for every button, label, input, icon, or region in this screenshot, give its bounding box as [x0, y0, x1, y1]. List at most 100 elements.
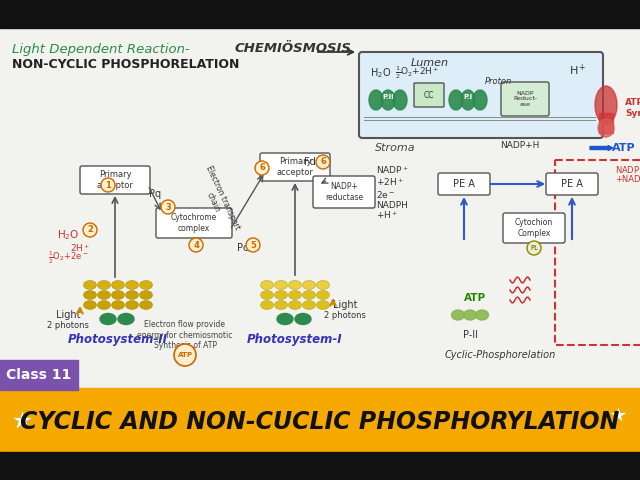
Bar: [599, 113, 613, 133]
Text: 1: 1: [105, 180, 111, 190]
Bar: [0, 388, 640, 452]
Ellipse shape: [140, 290, 152, 300]
Circle shape: [83, 223, 97, 237]
FancyBboxPatch shape: [80, 166, 150, 194]
Ellipse shape: [83, 290, 97, 300]
Text: PE A: PE A: [453, 179, 475, 189]
Ellipse shape: [289, 300, 301, 310]
Text: H$_2$O: H$_2$O: [57, 228, 79, 242]
Circle shape: [316, 155, 330, 169]
Text: 4: 4: [193, 240, 199, 250]
FancyBboxPatch shape: [156, 208, 232, 238]
Ellipse shape: [275, 300, 287, 310]
FancyBboxPatch shape: [501, 82, 549, 116]
Text: CYCLIC AND NON-CUCLIC PHOSPHORYLATION: CYCLIC AND NON-CUCLIC PHOSPHORYLATION: [20, 410, 620, 434]
Text: Electron transport
chain: Electron transport chain: [195, 164, 241, 236]
Ellipse shape: [463, 310, 477, 320]
Ellipse shape: [83, 300, 97, 310]
Text: Cytochrome
complex: Cytochrome complex: [171, 213, 217, 233]
Text: P-II: P-II: [463, 330, 477, 340]
Circle shape: [161, 200, 175, 214]
Ellipse shape: [140, 280, 152, 289]
Text: +NADPH: +NADPH: [615, 176, 640, 184]
Ellipse shape: [303, 280, 316, 289]
Text: CHEMIÖSMOSIS: CHEMIÖSMOSIS: [235, 41, 352, 55]
Text: Light Dependent Reaction-: Light Dependent Reaction-: [12, 44, 189, 57]
Ellipse shape: [369, 90, 383, 110]
Text: Primary
acceptor: Primary acceptor: [276, 157, 314, 177]
Ellipse shape: [451, 310, 465, 320]
Ellipse shape: [449, 90, 463, 110]
Text: H$^+$: H$^+$: [569, 62, 587, 78]
Ellipse shape: [118, 313, 134, 324]
Text: Pq: Pq: [149, 189, 161, 199]
Text: 2 photons: 2 photons: [324, 311, 366, 320]
Text: Cyclic-Phosphorelation: Cyclic-Phosphorelation: [444, 350, 556, 360]
FancyBboxPatch shape: [414, 83, 444, 107]
Text: PL: PL: [530, 245, 538, 251]
Text: NON-CYCLIC PHOSPHORELATION: NON-CYCLIC PHOSPHORELATION: [12, 59, 239, 72]
Ellipse shape: [111, 300, 125, 310]
Text: 6: 6: [259, 164, 265, 172]
Text: Primary
acceptor: Primary acceptor: [97, 170, 133, 190]
Circle shape: [174, 344, 196, 366]
FancyBboxPatch shape: [359, 52, 603, 138]
Bar: [555, 160, 640, 345]
Text: Photosystem-II: Photosystem-II: [68, 334, 168, 347]
Text: NADP+H: NADP+H: [500, 141, 540, 149]
Bar: [0, 360, 78, 390]
Ellipse shape: [289, 290, 301, 300]
Text: Light: Light: [333, 300, 357, 310]
Text: ATP
Synthase: ATP Synthase: [625, 98, 640, 118]
Ellipse shape: [111, 290, 125, 300]
Ellipse shape: [83, 280, 97, 289]
Text: ATP: ATP: [612, 143, 636, 153]
Text: NADP+
reductase: NADP+ reductase: [325, 182, 363, 202]
Circle shape: [189, 238, 203, 252]
Text: 2e$^-$: 2e$^-$: [376, 189, 396, 200]
Ellipse shape: [275, 280, 287, 289]
Text: Proton: Proton: [484, 77, 511, 86]
Ellipse shape: [97, 300, 111, 310]
Ellipse shape: [317, 280, 330, 289]
Circle shape: [101, 178, 115, 192]
Ellipse shape: [125, 280, 138, 289]
Ellipse shape: [317, 290, 330, 300]
Ellipse shape: [260, 280, 273, 289]
Text: Light: Light: [56, 310, 80, 320]
Text: Pc: Pc: [237, 243, 249, 253]
Text: NADP$^+$: NADP$^+$: [615, 164, 640, 176]
Text: 6: 6: [320, 157, 326, 167]
Circle shape: [255, 161, 269, 175]
Text: 2 photons: 2 photons: [47, 321, 89, 329]
Ellipse shape: [140, 300, 152, 310]
FancyBboxPatch shape: [313, 176, 375, 208]
Ellipse shape: [111, 280, 125, 289]
Ellipse shape: [100, 313, 116, 324]
FancyBboxPatch shape: [438, 173, 490, 195]
Ellipse shape: [260, 300, 273, 310]
Text: CC: CC: [424, 91, 435, 99]
Ellipse shape: [289, 280, 301, 289]
Text: 2: 2: [87, 226, 93, 235]
Text: H$_2$O: H$_2$O: [370, 66, 391, 80]
Ellipse shape: [125, 290, 138, 300]
Text: 3: 3: [165, 203, 171, 212]
Bar: [0, 28, 640, 388]
FancyBboxPatch shape: [503, 213, 565, 243]
Text: +2H$^+$: +2H$^+$: [376, 176, 404, 188]
Ellipse shape: [393, 90, 407, 110]
Text: Stroma: Stroma: [374, 143, 415, 153]
Ellipse shape: [317, 300, 330, 310]
Ellipse shape: [97, 290, 111, 300]
Text: ATP: ATP: [177, 352, 193, 358]
Bar: [0, 452, 640, 480]
Text: P.I: P.I: [463, 94, 472, 100]
Ellipse shape: [260, 290, 273, 300]
FancyArrow shape: [590, 145, 613, 151]
Ellipse shape: [275, 290, 287, 300]
Circle shape: [527, 241, 541, 255]
Text: Fd: Fd: [304, 157, 316, 167]
Ellipse shape: [303, 300, 316, 310]
Ellipse shape: [476, 310, 488, 320]
